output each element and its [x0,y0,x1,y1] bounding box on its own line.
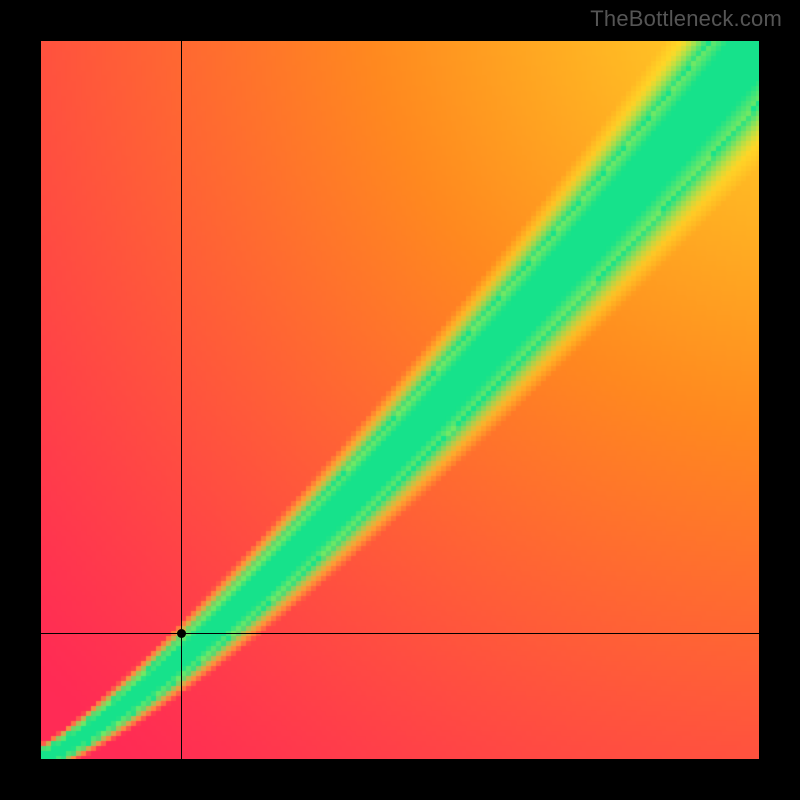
crosshair-horizontal [41,633,759,634]
attribution-text: TheBottleneck.com [590,6,782,32]
crosshair-marker [177,629,186,638]
crosshair-vertical [181,41,182,759]
heatmap-canvas [41,41,759,759]
plot-area [41,41,759,759]
root-frame: TheBottleneck.com [0,0,800,800]
